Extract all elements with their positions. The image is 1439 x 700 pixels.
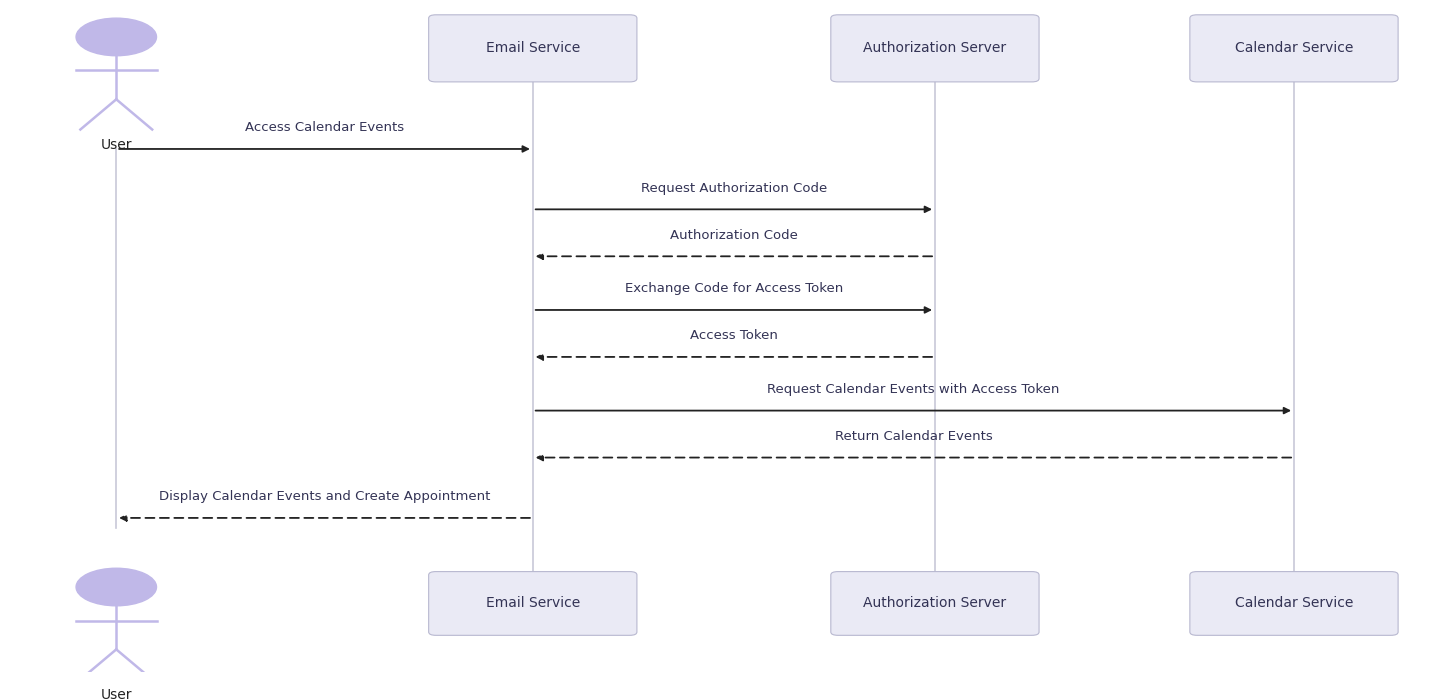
Text: User: User xyxy=(101,138,132,152)
Text: Calendar Service: Calendar Service xyxy=(1235,41,1353,55)
FancyBboxPatch shape xyxy=(830,15,1039,82)
Text: Authorization Server: Authorization Server xyxy=(863,41,1006,55)
Text: Display Calendar Events and Create Appointment: Display Calendar Events and Create Appoi… xyxy=(158,490,491,503)
FancyBboxPatch shape xyxy=(1190,15,1399,82)
Text: Access Calendar Events: Access Calendar Events xyxy=(245,121,404,134)
Text: Request Calendar Events with Access Token: Request Calendar Events with Access Toke… xyxy=(767,383,1059,395)
Text: Exchange Code for Access Token: Exchange Code for Access Token xyxy=(625,282,843,295)
FancyBboxPatch shape xyxy=(429,572,637,636)
Text: Authorization Server: Authorization Server xyxy=(863,596,1006,610)
Text: Calendar Service: Calendar Service xyxy=(1235,596,1353,610)
Text: User: User xyxy=(101,687,132,700)
FancyBboxPatch shape xyxy=(830,572,1039,636)
Text: Email Service: Email Service xyxy=(486,41,580,55)
Text: Request Authorization Code: Request Authorization Code xyxy=(640,181,827,195)
Text: Authorization Code: Authorization Code xyxy=(671,228,797,242)
Text: Return Calendar Events: Return Calendar Events xyxy=(835,430,993,443)
Circle shape xyxy=(76,18,157,56)
FancyBboxPatch shape xyxy=(1190,572,1399,636)
Text: Email Service: Email Service xyxy=(486,596,580,610)
Text: Access Token: Access Token xyxy=(689,329,778,342)
FancyBboxPatch shape xyxy=(429,15,637,82)
Circle shape xyxy=(76,568,157,606)
